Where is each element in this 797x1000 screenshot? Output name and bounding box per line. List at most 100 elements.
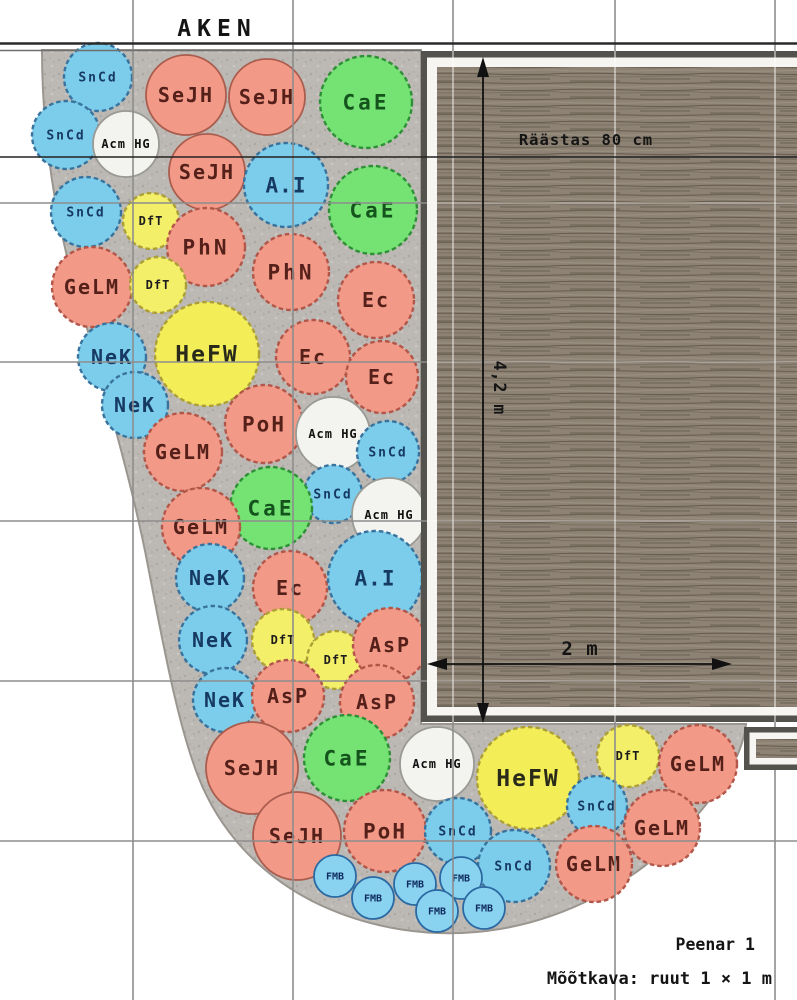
plant-label-NeK: NeK [189, 566, 231, 590]
plant-label-FMB: FMB [428, 907, 446, 918]
plant-label-PhN: PhN [268, 260, 315, 284]
plant-circle-GeLM [657, 723, 739, 805]
plant-label-AsP: AsP [369, 633, 411, 657]
plant-label-PoH: PoH [363, 819, 407, 843]
depth-dimension-arrow [477, 57, 489, 723]
plant-label-FMB: FMB [326, 872, 344, 883]
plant-circle-SeJH [228, 58, 306, 136]
plant-circle-CaE [302, 713, 392, 803]
plant-CaE: CaE [302, 713, 392, 803]
plant-label-SnCd: SnCd [577, 800, 616, 815]
plant-SnCd: SnCd [423, 796, 493, 866]
window-label: AKEN [177, 16, 256, 42]
plant-HeFW: HeFW [153, 300, 261, 408]
plant-label-FMB: FMB [406, 880, 424, 891]
width-dimension-label: 2 m [561, 638, 598, 660]
plant-circle-FMB [462, 886, 506, 930]
plant-AcmHG: Acm HG [295, 396, 371, 472]
plant-SnCd: SnCd [476, 828, 552, 904]
plan-title: Peenar 1 [676, 935, 756, 954]
plant-label-CaE: CaE [343, 90, 390, 114]
plant-circle-NeK [100, 370, 170, 440]
plant-circle-AI [242, 141, 330, 229]
plant-label-DfT: DfT [271, 633, 296, 647]
plant-label-CaE: CaE [350, 198, 397, 222]
plant-label-CaE: CaE [248, 496, 295, 520]
plant-label-AsP: AsP [267, 684, 309, 708]
plant-label-SnCd: SnCd [78, 71, 117, 86]
plant-circle-PhN [165, 206, 247, 288]
plant-label-FMB: FMB [475, 904, 493, 915]
plant-FMB: FMB [462, 886, 506, 930]
plant-Ec: Ec [344, 339, 420, 415]
plant-circle-HeFW [153, 300, 261, 408]
plant-label-Ec: Ec [276, 576, 304, 600]
plant-circle-AsP [250, 658, 326, 734]
plant-circle-HeFW [475, 725, 581, 831]
plant-label-SeJH: SeJH [239, 85, 295, 109]
plant-label-SeJH: SeJH [224, 756, 280, 780]
plant-label-SnCd: SnCd [438, 825, 477, 840]
plant-circle-AcmHG [92, 110, 160, 178]
plant-label-DfT: DfT [324, 653, 349, 667]
plant-label-GeLM: GeLM [173, 515, 229, 539]
plant-circle-SeJH [205, 721, 299, 815]
plant-label-PhN: PhN [183, 235, 230, 259]
plant-label-SnCd: SnCd [66, 206, 105, 221]
plant-PhN: PhN [251, 232, 331, 312]
deck-boards [437, 67, 797, 707]
plant-label-GeLM: GeLM [670, 752, 726, 776]
plant-label-AI: A.I [355, 566, 396, 590]
plant-GeLM: GeLM [50, 245, 134, 329]
plant-label-Ec: Ec [299, 345, 327, 369]
plant-label-FMB: FMB [364, 894, 382, 905]
width-dimension-arrow [427, 658, 732, 670]
plant-SnCd: SnCd [30, 99, 102, 171]
plant-label-DfT: DfT [146, 278, 171, 292]
plant-circle-SeJH [252, 791, 342, 881]
plant-FMB: FMB [415, 889, 459, 933]
deck-step [744, 727, 797, 770]
plant-CaE: CaE [318, 54, 414, 150]
plant-circle-SeJH [145, 54, 227, 136]
plant-GeLM: GeLM [657, 723, 739, 805]
plant-AsP: AsP [250, 658, 326, 734]
plant-circle-Ec [344, 339, 420, 415]
plant-label-SnCd: SnCd [368, 446, 407, 461]
plant-label-GeLM: GeLM [155, 440, 211, 464]
plant-CaE: CaE [327, 164, 419, 256]
plant-DfT: DfT [305, 629, 367, 691]
plant-label-SeJH: SeJH [179, 160, 235, 184]
plant-label-NeK: NeK [204, 688, 246, 712]
plant-NeK: NeK [191, 666, 259, 734]
plant-circle-GeLM [622, 788, 702, 868]
plant-CaE: CaE [228, 465, 314, 551]
plant-label-FMB: FMB [452, 874, 470, 885]
plant-PoH: PoH [342, 788, 428, 874]
plant-label-NeK: NeK [91, 345, 133, 369]
plant-label-HeFW: HeFW [175, 342, 238, 368]
plant-label-AcmHG: Acm HG [412, 757, 461, 771]
plant-AI: A.I [326, 529, 424, 627]
plant-circle-FMB [351, 876, 395, 920]
plant-AcmHG: Acm HG [92, 110, 160, 178]
plant-AI: A.I [242, 141, 330, 229]
plant-label-AsP: AsP [356, 690, 398, 714]
plant-NeK: NeK [174, 542, 246, 614]
deck [421, 51, 797, 722]
plant-AcmHG: Acm HG [399, 726, 475, 802]
plant-label-HeFW: HeFW [496, 766, 559, 792]
plant-label-GeLM: GeLM [64, 275, 120, 299]
plant-circle-CaE [318, 54, 414, 150]
plant-PoH: PoH [223, 383, 305, 465]
plant-SnCd: SnCd [49, 175, 123, 249]
plant-circle-PhN [251, 232, 331, 312]
plant-label-Ec: Ec [362, 288, 390, 312]
plant-label-PoH: PoH [242, 412, 286, 436]
plant-circle-GeLM [554, 824, 634, 904]
plant-FMB: FMB [439, 856, 483, 900]
plant-label-DfT: DfT [139, 214, 164, 228]
plant-circle-Ec [251, 549, 329, 627]
